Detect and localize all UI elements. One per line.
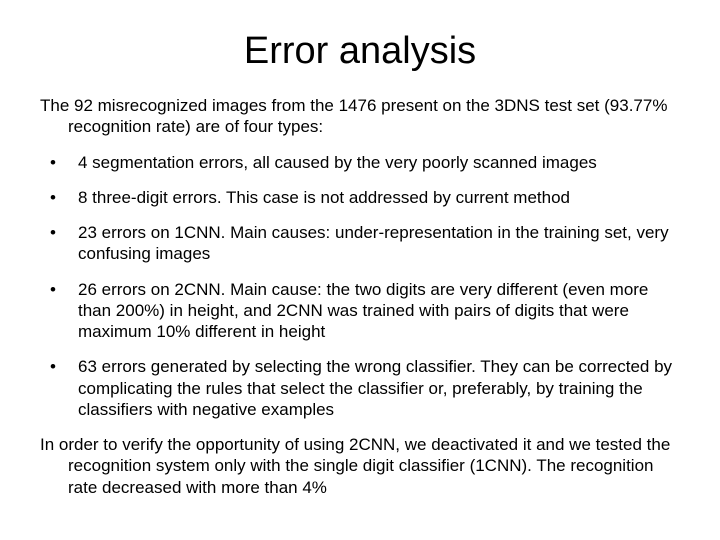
outro-paragraph: In order to verify the opportunity of us… bbox=[40, 434, 680, 498]
outro-text: In order to verify the opportunity of us… bbox=[40, 434, 680, 498]
bullet-list: 4 segmentation errors, all caused by the… bbox=[40, 152, 680, 421]
slide: Error analysis The 92 misrecognized imag… bbox=[0, 0, 720, 540]
list-item: 63 errors generated by selecting the wro… bbox=[50, 356, 680, 420]
list-item: 26 errors on 2CNN. Main cause: the two d… bbox=[50, 279, 680, 343]
intro-text: The 92 misrecognized images from the 147… bbox=[40, 95, 680, 138]
list-item: 8 three-digit errors. This case is not a… bbox=[50, 187, 680, 208]
list-item: 4 segmentation errors, all caused by the… bbox=[50, 152, 680, 173]
intro-paragraph: The 92 misrecognized images from the 147… bbox=[40, 95, 680, 138]
slide-title: Error analysis bbox=[40, 30, 680, 73]
list-item: 23 errors on 1CNN. Main causes: under-re… bbox=[50, 222, 680, 265]
